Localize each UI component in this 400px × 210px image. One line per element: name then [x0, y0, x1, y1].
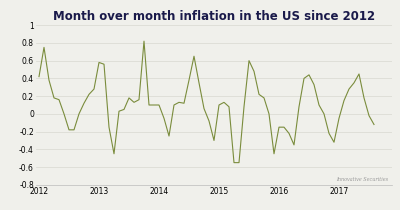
Title: Month over month inflation in the US since 2012: Month over month inflation in the US sin… [53, 10, 375, 23]
Text: Innovative Securities: Innovative Securities [336, 177, 388, 182]
